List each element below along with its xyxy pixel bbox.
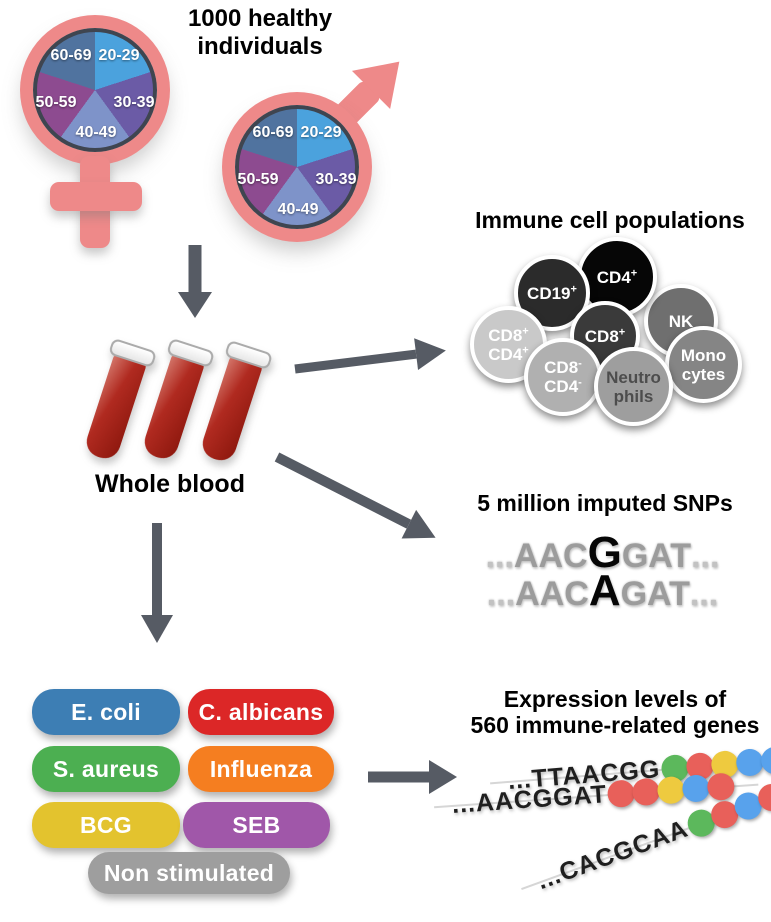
age-group-label: 60-69 [252, 124, 294, 141]
stimulus-pill-non-stimulated: Non stimulated [88, 852, 290, 894]
cell-label-line: CD4+ [596, 266, 638, 287]
male-symbol-arrow-icon [333, 61, 400, 128]
expression-dot-yellow [656, 775, 686, 805]
stimulus-pill-influenza: Influenza [188, 746, 334, 792]
expression-title-line1: Expression levels of [503, 686, 727, 712]
cell-label-line: cytes [681, 364, 726, 384]
expression-dot-red [607, 778, 636, 808]
age-group-label: 50-59 [35, 94, 77, 111]
snp-seq2-prefix: ... [486, 575, 516, 613]
stimulus-pill-seb: SEB [183, 802, 330, 848]
stimulus-pill-saureus: S. aureus [32, 746, 180, 792]
cell-label-line: CD4- [544, 376, 582, 396]
cell-label-line: Mono [680, 345, 727, 365]
snp-seq1-before: AAC [513, 537, 588, 575]
cell-label-line: CD8+ [488, 324, 529, 345]
figure-title: 1000 healthy individuals [150, 5, 370, 61]
snp-seq2-after: GAT [620, 575, 690, 613]
snp-seq1-variant: G [587, 528, 622, 577]
age-group-label: 20-29 [98, 47, 140, 64]
expression-dot-red [631, 776, 661, 806]
cell-label-line: NK [668, 311, 694, 331]
whole-blood-label: Whole blood [95, 470, 245, 498]
figure-title-line2: individuals [197, 33, 323, 60]
cell-label-line: CD8- [544, 357, 582, 377]
expression-dot-blue [734, 747, 764, 777]
stimulus-pill-bcg: BCG [32, 802, 180, 848]
male-age-pie-chart: 20-29 30-39 40-49 50-59 60-69 [235, 105, 359, 229]
arrow-blood-to-snps-icon [274, 452, 436, 539]
snp-sequence-1: ... AAC G GAT... [430, 528, 771, 578]
female-symbol-crossbar [50, 182, 142, 211]
arrow-blood-to-cells-icon [294, 338, 446, 374]
snp-seq1-after: GAT [621, 537, 692, 575]
expression-dot-blue [681, 773, 711, 803]
expression-title-line2: 560 immune-related genes [470, 712, 760, 738]
age-group-label: 40-49 [277, 201, 319, 218]
cell-circle-neutrophils: Neutro phils [594, 347, 673, 426]
expression-dot-blue [759, 745, 771, 775]
expression-title: Expression levels of 560 immune-related … [462, 686, 768, 738]
stimulus-pill-ecoli: E. coli [32, 689, 180, 735]
age-group-label: 30-39 [113, 94, 155, 111]
arrow-stimuli-to-expression-icon [368, 760, 457, 794]
cell-label-line: phils [613, 386, 654, 406]
snp-sequence-2: ... AAC A GAT... [430, 566, 771, 616]
cell-label-line: CD4+ [488, 343, 529, 364]
arrow-blood-to-stimuli-icon [141, 523, 173, 643]
snp-seq2-before: AAC [515, 575, 589, 613]
arrow-individuals-to-blood-icon [178, 245, 212, 318]
age-group-label: 60-69 [50, 47, 92, 64]
age-group-label: 40-49 [75, 124, 117, 141]
stimulus-pill-calbicans: C. albicans [188, 689, 334, 735]
snp-seq1-prefix: ... [485, 537, 514, 575]
cell-circle-monocytes: Mono cytes [665, 326, 742, 403]
snp-seq2-variant: A [588, 566, 621, 615]
age-group-label: 50-59 [237, 171, 279, 188]
cell-label-line: Neutro [606, 367, 661, 387]
snp-seq2-suffix: ... [689, 575, 719, 613]
snps-title: 5 million imputed SNPs [477, 490, 733, 516]
female-age-pie-chart: 20-29 30-39 40-49 50-59 60-69 [33, 28, 157, 152]
age-group-label: 30-39 [315, 171, 357, 188]
immune-cells-title: Immune cell populations [475, 207, 745, 233]
cell-label-line: CD8+ [584, 325, 626, 346]
age-group-label: 20-29 [300, 124, 342, 141]
cell-label-line: CD19+ [527, 282, 577, 303]
figure-title-line1: 1000 healthy [187, 5, 333, 32]
cell-circle-cd8neg-cd4neg: CD8- CD4- [524, 338, 602, 416]
snp-seq1-suffix: ... [691, 537, 720, 575]
